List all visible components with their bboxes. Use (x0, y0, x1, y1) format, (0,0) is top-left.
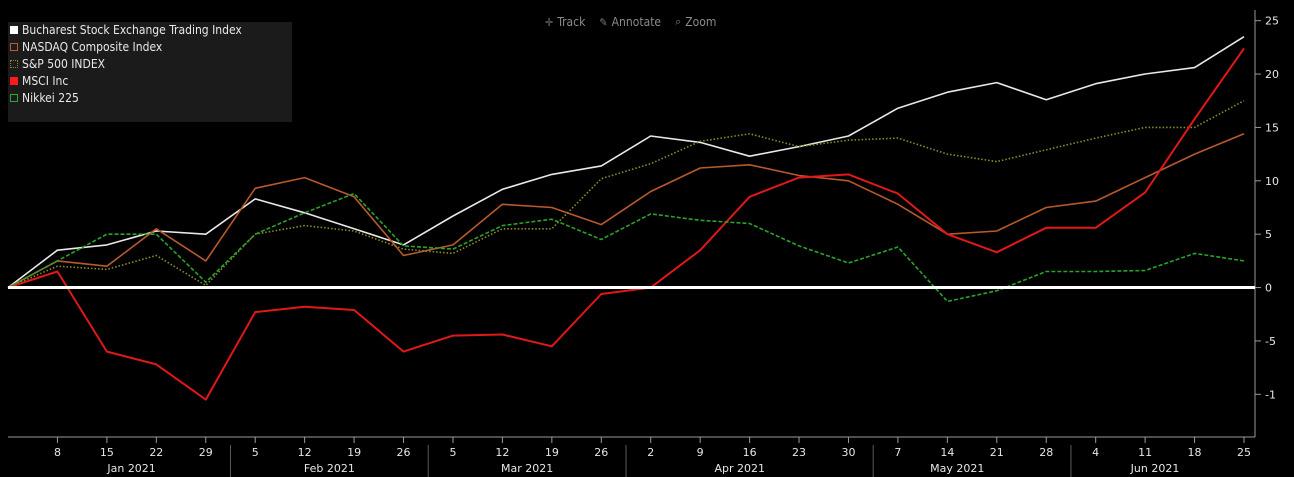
legend-label: Bucharest Stock Exchange Trading Index (22, 23, 242, 37)
legend-item-sp500[interactable]: S&P 500 INDEX (8, 56, 292, 73)
x-tick-label: 25 (1237, 446, 1251, 459)
magnifier-icon: ⌕ (675, 15, 682, 28)
series-line-3 (7, 47, 1245, 401)
x-tick-label: 18 (1188, 446, 1202, 459)
legend-label: Nikkei 225 (22, 91, 79, 105)
x-tick-label: 5 (449, 446, 456, 459)
track-label: Track (557, 15, 586, 29)
y-tick-label: 10 (1265, 175, 1279, 188)
x-tick-label: 23 (792, 446, 806, 459)
x-tick-label: 16 (743, 446, 757, 459)
x-tick-label: 28 (1039, 446, 1053, 459)
y-tick-label: 15 (1265, 121, 1279, 134)
x-tick-label: 14 (940, 446, 954, 459)
annotate-label: Annotate (611, 15, 662, 29)
series-line-2 (7, 99, 1245, 289)
zoom-label: Zoom (685, 15, 717, 29)
x-tick-label: 5 (252, 446, 259, 459)
series-group (7, 36, 1245, 401)
series-line-1 (7, 133, 1245, 289)
month-label: Jun 2021 (1130, 462, 1180, 475)
legend-swatch (10, 43, 18, 51)
x-tick-label: 12 (298, 446, 312, 459)
x-tick-label: 26 (397, 446, 411, 459)
x-axis: 8 15 22 29 5 12 19 26 5 12 19 26 2 9 16 23 30 7 14 21 28 4 11 1… (54, 437, 1251, 477)
y-tick-label: -5 (1265, 335, 1276, 348)
x-tick-label: 8 (54, 446, 61, 459)
y-tick-label: 0 (1265, 282, 1272, 295)
x-tick-label: 22 (149, 446, 163, 459)
series-line-4 (7, 192, 1245, 303)
legend-swatch (10, 94, 18, 102)
month-label: May 2021 (930, 462, 984, 475)
x-tick-label: 2 (647, 446, 654, 459)
track-button[interactable]: ✛ Track (545, 12, 585, 32)
y-tick-label: 5 (1265, 228, 1272, 241)
pencil-icon: ✎ (599, 15, 608, 29)
y-tick-label: 20 (1265, 68, 1279, 81)
crosshair-icon: ✛ (545, 15, 554, 29)
legend-swatch (10, 77, 18, 85)
x-tick-label: 11 (1138, 446, 1152, 459)
x-tick-label: 4 (1092, 446, 1099, 459)
x-tick-label: 15 (100, 446, 114, 459)
legend-item-nasdaq[interactable]: NASDAQ Composite Index (8, 39, 292, 56)
legend-item-nikkei[interactable]: Nikkei 225 (8, 90, 292, 107)
x-tick-label: 7 (894, 446, 901, 459)
x-tick-label: 12 (495, 446, 509, 459)
legend-label: MSCI Inc (22, 74, 69, 88)
x-tick-label: 30 (841, 446, 855, 459)
legend-swatch (10, 26, 18, 34)
legend-label: NASDAQ Composite Index (22, 40, 163, 54)
legend-item-bucharest[interactable]: Bucharest Stock Exchange Trading Index (8, 22, 292, 39)
legend-swatch (10, 60, 18, 68)
y-tick-label: 25 (1265, 15, 1279, 28)
x-tick-label: 9 (697, 446, 704, 459)
month-label: Mar 2021 (501, 462, 553, 475)
legend: Bucharest Stock Exchange Trading Index N… (8, 22, 292, 122)
x-tick-label: 21 (990, 446, 1004, 459)
month-label: Apr 2021 (714, 462, 765, 475)
annotate-button[interactable]: ✎ Annotate (599, 12, 661, 32)
zoom-button[interactable]: ⌕ Zoom (675, 12, 716, 32)
legend-item-msci[interactable]: MSCI Inc (8, 73, 292, 90)
x-tick-label: 26 (594, 446, 608, 459)
month-label: Jan 2021 (106, 462, 155, 475)
series-line-0 (7, 36, 1245, 289)
x-tick-label: 19 (545, 446, 559, 459)
x-tick-label: 29 (199, 446, 213, 459)
legend-label: S&P 500 INDEX (22, 57, 106, 71)
month-label: Feb 2021 (304, 462, 355, 475)
x-tick-label: 19 (347, 446, 361, 459)
chart-toolbar: ✛ Track ✎ Annotate ⌕ Zoom (545, 12, 716, 32)
y-tick-label: -1 (1265, 388, 1276, 401)
y-axis: 25 20 15 10 5 0 -5 -1 (1255, 15, 1279, 401)
